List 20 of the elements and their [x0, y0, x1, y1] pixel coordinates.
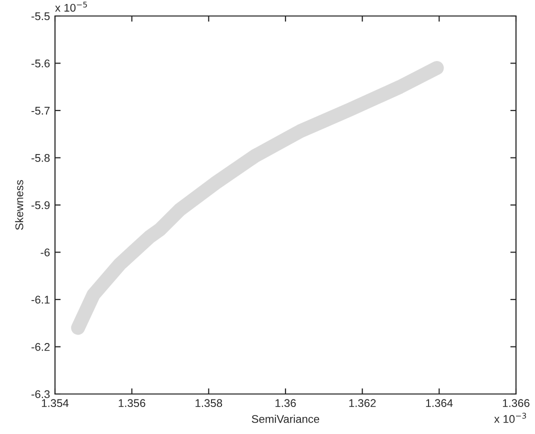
y-tick-label: -5.8 — [31, 154, 50, 162]
x-tick-label: 1.354 — [42, 399, 69, 408]
x-tick-label: 1.366 — [502, 399, 530, 408]
x-tick-label: 1.362 — [349, 399, 376, 408]
x-tick-label: 1.358 — [196, 399, 222, 408]
x-tick-label: 1.364 — [426, 399, 453, 408]
y-tick-label: -6.1 — [31, 296, 50, 304]
y-tick-label: -6.2 — [31, 343, 50, 351]
x-tick-label: 1.36 — [276, 399, 296, 408]
text: x 10$^{−5}$ — [55, 2, 87, 12]
y-tick-label: -5.6 — [31, 60, 50, 68]
y-tick-label: -6 — [40, 248, 50, 256]
x-tick-label: 1.356 — [118, 399, 146, 408]
x-axis-title: SemiVariance — [252, 414, 320, 423]
y-tick-label: -5.9 — [31, 201, 50, 210]
text: x 10$^{−3}$ — [494, 412, 526, 423]
y-tick-label: -5.5 — [31, 12, 50, 20]
y-axis-title: Skewness — [15, 180, 24, 230]
y-tick-label: -6.3 — [31, 390, 50, 398]
y-tick-label: -5.7 — [31, 106, 50, 115]
